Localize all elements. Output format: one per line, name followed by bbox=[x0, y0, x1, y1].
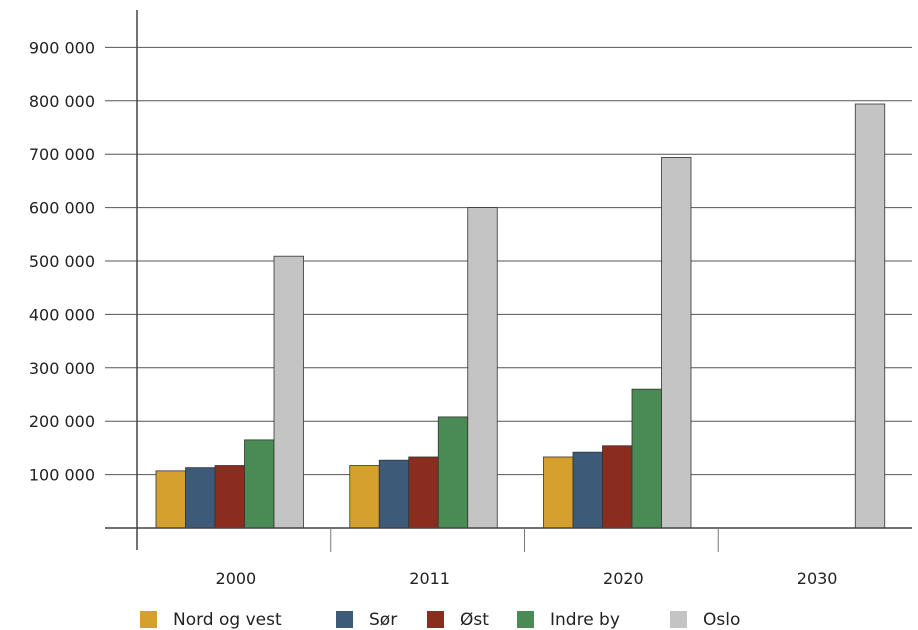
legend-swatch bbox=[336, 611, 353, 628]
y-tick-label: 700 000 bbox=[29, 145, 95, 164]
bar-indre-by-2000 bbox=[244, 439, 275, 529]
y-tick-label: 900 000 bbox=[29, 38, 95, 57]
legend: Nord og vest Sør Øst Indre by Oslo bbox=[140, 610, 740, 630]
bar-oslo-2011 bbox=[467, 207, 498, 529]
legend-label: Øst bbox=[460, 610, 489, 630]
bar-øst-2020 bbox=[602, 445, 633, 529]
bars bbox=[155, 103, 886, 529]
legend-label: Nord og vest bbox=[173, 610, 282, 630]
x-axis: 2000 2011 2020 2030 bbox=[105, 527, 912, 588]
legend-swatch bbox=[517, 611, 534, 628]
gridlines bbox=[105, 46, 912, 476]
legend-label: Sør bbox=[369, 610, 397, 630]
bar-øst-2011 bbox=[408, 456, 439, 529]
y-tick-label: 200 000 bbox=[29, 412, 95, 431]
x-tick-label: 2011 bbox=[409, 569, 450, 588]
bar-oslo-2000 bbox=[273, 255, 304, 529]
bar-indre-by-2020 bbox=[631, 388, 662, 529]
legend-swatch bbox=[427, 611, 444, 628]
bar-nord-og-vest-2000 bbox=[155, 470, 186, 529]
legend-swatch bbox=[670, 611, 687, 628]
y-tick-label: 600 000 bbox=[29, 199, 95, 218]
x-tick-label: 2020 bbox=[603, 569, 644, 588]
legend-swatch bbox=[140, 611, 157, 628]
bar-øst-2000 bbox=[214, 465, 245, 529]
x-tick-label: 2030 bbox=[797, 569, 838, 588]
bar-nord-og-vest-2011 bbox=[349, 465, 380, 529]
bar-oslo-2030 bbox=[854, 103, 886, 529]
y-tick-label: 500 000 bbox=[29, 252, 95, 271]
bar-sør-2000 bbox=[185, 467, 216, 529]
y-tick-label: 300 000 bbox=[29, 359, 95, 378]
x-tick-label: 2000 bbox=[216, 569, 257, 588]
bar-sør-2011 bbox=[378, 459, 410, 529]
y-tick-label: 800 000 bbox=[29, 92, 95, 111]
bar-nord-og-vest-2020 bbox=[543, 456, 574, 529]
y-tick-label: 400 000 bbox=[29, 305, 95, 324]
legend-label: Indre by bbox=[550, 610, 620, 630]
bar-oslo-2020 bbox=[661, 157, 692, 529]
bar-sør-2020 bbox=[572, 451, 603, 529]
bar-indre-by-2011 bbox=[437, 416, 469, 529]
legend-label: Oslo bbox=[703, 610, 740, 630]
y-axis: 100 000 200 000 300 000 400 000 500 000 600 0… bbox=[29, 10, 138, 550]
y-tick-label: 100 000 bbox=[29, 466, 95, 485]
